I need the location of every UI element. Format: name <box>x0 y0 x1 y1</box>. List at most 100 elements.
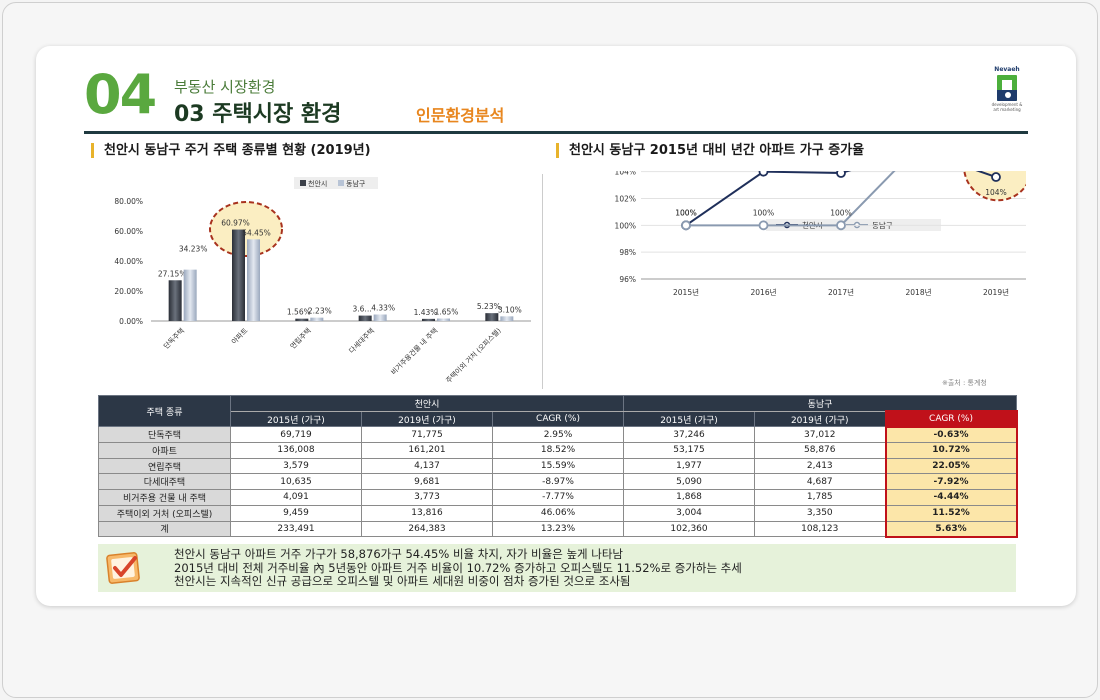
point-label: 100% <box>675 208 696 217</box>
legend-label: 천안시 <box>308 179 327 188</box>
summary-line: 천안시 동남구 아파트 거주 가구가 58,876가구 54.45% 비율 차지… <box>174 547 624 561</box>
cagr-highlight-cell: 22.05% <box>884 457 1018 475</box>
chart-divider <box>542 174 543 389</box>
legend-label: 동남구 <box>346 179 366 188</box>
highlight-circle <box>963 171 1026 202</box>
table-cell: 3,350 <box>754 504 887 522</box>
logo-tagline: art marketing <box>993 107 1021 112</box>
table-cell: 2.95% <box>491 426 625 444</box>
bar-data-label: 2.23% <box>308 307 332 316</box>
section-number: 04 <box>84 63 157 126</box>
bar-data-label: 54.45% <box>242 228 271 237</box>
legend-box <box>294 177 378 189</box>
table-row: 주택이외 거처 (오피스텔) 9,459 13,816 46.06% 3,004 3,35… <box>98 504 1018 522</box>
row-type-cell: 주택이외 거처 (오피스텔) <box>98 504 231 522</box>
bar-cheonan <box>232 229 245 321</box>
page-subtitle: 인문환경분석 <box>416 106 505 125</box>
x-tick-label: 연립주택 <box>288 326 313 351</box>
x-tick-label: 단독주택 <box>161 326 186 351</box>
line-point <box>836 171 846 178</box>
table-cell: 46.06% <box>491 504 625 522</box>
table-cell: 233,491 <box>230 520 362 538</box>
y-tick-label: 102% <box>615 195 636 204</box>
bar-cheonan <box>295 318 309 321</box>
sub-header: 2015년 (가구) <box>623 410 756 428</box>
line-point <box>681 220 691 231</box>
cagr-highlight-cell: -4.44% <box>884 489 1018 506</box>
x-tick-label: 주택이외 거처 (오피스텔) <box>444 326 503 385</box>
summary-box: 천안시 동남구 아파트 거주 가구가 58,876가구 54.45% 비율 차지… <box>98 544 1016 592</box>
table-cell: 264,383 <box>361 520 493 538</box>
x-tick-label: 2015년 <box>673 287 699 297</box>
slide: 04 부동산 시장환경 03 주택시장 환경 인문환경분석 Nevaeh dev… <box>36 46 1076 606</box>
table-cell: 1,977 <box>623 457 756 475</box>
table-row: 다세대주택 10,635 9,681 -8.97% 5,090 4,687 -7.92% <box>98 473 1018 491</box>
apartment-growth-line-chart: 천안시동남구96%98%100%102%104%106%108%2015년201… <box>615 171 1026 297</box>
y-tick-label: 60.00% <box>114 227 143 236</box>
bar-dongnam <box>437 318 450 321</box>
table-cell: 4,091 <box>230 489 362 506</box>
table-row: 계 233,491 264,383 13.23% 102,360 108,123 5.63% <box>98 520 1018 538</box>
table-cell: 9,459 <box>230 504 362 522</box>
summary-line: 2015년 대비 전체 거주비율 內 5년동안 아파트 거주 비율이 10.72… <box>174 560 742 575</box>
row-type-cell: 아파트 <box>98 442 231 459</box>
bar-dongnam <box>310 317 324 321</box>
legend-swatch <box>338 180 344 186</box>
table-row: 연립주택 3,579 4,137 15.59% 1,977 2,413 22.05% <box>98 457 1018 475</box>
bar-dongnam <box>247 239 260 321</box>
bar-data-label: 3.6… <box>352 305 371 314</box>
table-cell: 3,773 <box>361 489 493 506</box>
table-cell: 69,719 <box>230 426 362 444</box>
table-cell: 71,775 <box>361 426 493 444</box>
table-cell: -7.77% <box>491 489 625 506</box>
bar-data-label: 1.65% <box>435 308 459 317</box>
table-cell: -8.97% <box>491 473 625 491</box>
line-point <box>758 171 769 177</box>
legend-swatch <box>300 180 306 186</box>
cagr-highlight-cell: 10.72% <box>884 442 1018 459</box>
table-cell: 15.59% <box>491 457 625 475</box>
table-cell: 5,090 <box>623 473 756 491</box>
bar-cheonan <box>422 318 435 321</box>
cagr-highlight-cell: -7.92% <box>884 473 1018 491</box>
table-cell: 10,635 <box>230 473 362 491</box>
cagr-highlight-cell: 5.63% <box>884 520 1018 538</box>
bar-dongnam <box>373 314 387 321</box>
type-header: 주택 종류 <box>98 394 231 428</box>
line-point <box>836 220 846 231</box>
table-subheader-row: 2015년 (가구) 2019년 (가구) CAGR (%) 2015년 (가구… <box>99 410 1018 428</box>
y-tick-label: 20.00% <box>114 287 143 296</box>
x-tick-label: 2018년 <box>906 287 932 297</box>
bar-data-label: 1.56% <box>287 308 311 317</box>
row-type-cell: 연립주택 <box>98 457 231 475</box>
bar-dongnam <box>183 269 197 321</box>
table-row: 비거주용 건물 내 주택 4,091 3,773 -7.77% 1,868 1,785 -4… <box>98 489 1018 506</box>
company-logo: Nevaeh development & art marketing <box>986 66 1028 112</box>
bar-dongnam <box>500 316 514 321</box>
table-cell: 53,175 <box>623 442 756 459</box>
x-tick-label: 2017년 <box>828 287 854 297</box>
table-cell: 3,579 <box>230 457 362 475</box>
bar-data-label: 4.33% <box>371 304 395 313</box>
x-tick-label: 2016년 <box>751 287 777 297</box>
table-cell: 37,012 <box>754 426 887 444</box>
bar-cheonan <box>168 280 182 321</box>
cagr-highlight-cell: 11.52% <box>884 504 1018 522</box>
bar-data-label: 1.43% <box>414 308 438 317</box>
row-type-cell: 단독주택 <box>98 426 231 444</box>
bar-cheonan <box>485 313 499 321</box>
bar-chart-title: 천안시 동남구 주거 주택 종류별 현황 (2019년) <box>91 143 371 158</box>
table-cell: 161,201 <box>361 442 493 459</box>
title-divider <box>84 131 1028 134</box>
bar-data-label: 34.23% <box>179 245 208 254</box>
row-type-cell: 비거주용 건물 내 주택 <box>98 489 231 506</box>
table-row: 아파트 136,008 161,201 18.52% 53,175 58,876 10.72… <box>98 442 1018 459</box>
y-tick-label: 98% <box>619 248 636 257</box>
table-cell: 1,868 <box>623 489 756 506</box>
dongnam-group-header: 동남구 <box>623 395 1018 412</box>
highlight-circle <box>209 201 283 257</box>
bar-data-label: 5.23% <box>477 302 501 311</box>
bar-data-label: 60.97% <box>221 219 250 228</box>
sub-header: 2019년 (가구) <box>361 410 493 428</box>
